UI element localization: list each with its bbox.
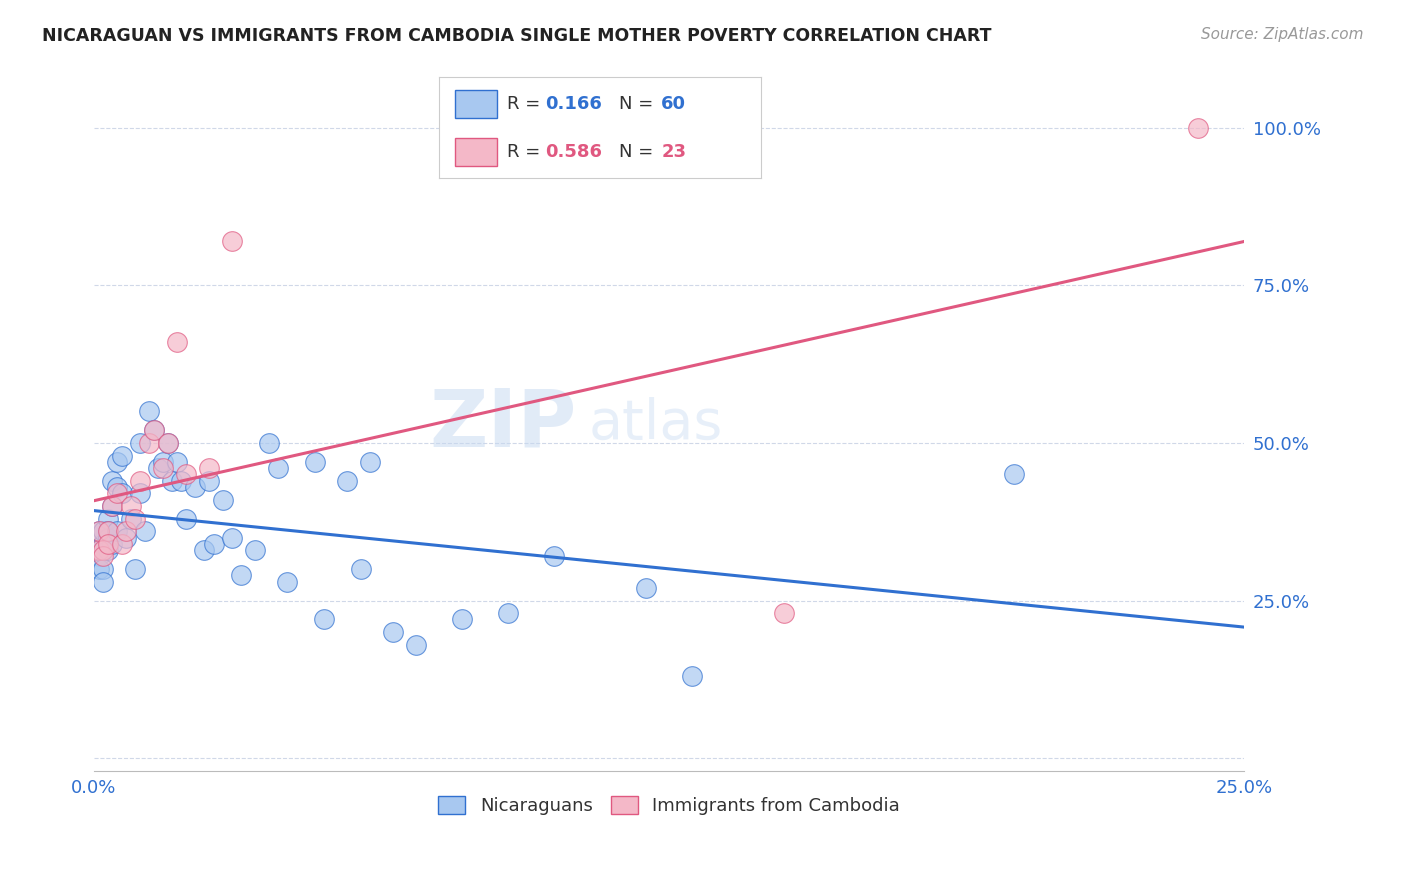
Point	[156, 436, 179, 450]
Point	[451, 612, 474, 626]
Point	[359, 455, 381, 469]
Point	[1187, 120, 1209, 135]
Point	[336, 474, 359, 488]
Point	[170, 474, 193, 488]
Point	[166, 335, 188, 350]
Point	[110, 486, 132, 500]
Point	[156, 436, 179, 450]
Point	[91, 524, 114, 539]
Point	[202, 537, 225, 551]
Point	[312, 612, 335, 626]
Text: ZIP: ZIP	[430, 385, 576, 463]
Point	[129, 474, 152, 488]
Point	[124, 511, 146, 525]
Point	[105, 486, 128, 500]
Point	[1002, 467, 1025, 482]
Point	[91, 574, 114, 589]
Point	[97, 531, 120, 545]
Point	[105, 455, 128, 469]
Point	[129, 486, 152, 500]
Point	[87, 524, 110, 539]
Point	[110, 537, 132, 551]
Point	[160, 474, 183, 488]
Point	[91, 562, 114, 576]
Point	[97, 524, 120, 539]
Text: atlas: atlas	[589, 397, 723, 451]
Point	[87, 543, 110, 558]
Point	[97, 537, 120, 551]
Text: NICARAGUAN VS IMMIGRANTS FROM CAMBODIA SINGLE MOTHER POVERTY CORRELATION CHART: NICARAGUAN VS IMMIGRANTS FROM CAMBODIA S…	[42, 27, 991, 45]
Point	[405, 638, 427, 652]
Point	[257, 436, 280, 450]
Point	[496, 606, 519, 620]
Point	[350, 562, 373, 576]
Point	[120, 511, 142, 525]
Point	[382, 625, 405, 640]
Point	[97, 524, 120, 539]
Point	[221, 531, 243, 545]
Point	[101, 499, 124, 513]
Point	[101, 474, 124, 488]
Point	[105, 524, 128, 539]
Text: Source: ZipAtlas.com: Source: ZipAtlas.com	[1201, 27, 1364, 42]
Point	[87, 524, 110, 539]
Point	[91, 549, 114, 564]
Point	[115, 531, 138, 545]
Point	[166, 455, 188, 469]
Point	[184, 480, 207, 494]
Point	[87, 562, 110, 576]
Point	[87, 543, 110, 558]
Point	[124, 562, 146, 576]
Point	[91, 543, 114, 558]
Legend: Nicaraguans, Immigrants from Cambodia: Nicaraguans, Immigrants from Cambodia	[429, 787, 910, 824]
Point	[142, 423, 165, 437]
Point	[142, 423, 165, 437]
Point	[198, 461, 221, 475]
Point	[115, 524, 138, 539]
Point	[276, 574, 298, 589]
Point	[152, 461, 174, 475]
Point	[193, 543, 215, 558]
Point	[138, 404, 160, 418]
Point	[138, 436, 160, 450]
Point	[231, 568, 253, 582]
Point	[97, 511, 120, 525]
Point	[101, 537, 124, 551]
Point	[636, 581, 658, 595]
Point	[97, 543, 120, 558]
Point	[134, 524, 156, 539]
Point	[101, 499, 124, 513]
Point	[129, 436, 152, 450]
Point	[152, 455, 174, 469]
Point	[681, 669, 703, 683]
Point	[174, 511, 197, 525]
Point	[243, 543, 266, 558]
Point	[543, 549, 565, 564]
Point	[91, 543, 114, 558]
Point	[174, 467, 197, 482]
Point	[87, 549, 110, 564]
Point	[110, 449, 132, 463]
Point	[773, 606, 796, 620]
Point	[91, 537, 114, 551]
Point	[267, 461, 290, 475]
Point	[198, 474, 221, 488]
Point	[120, 499, 142, 513]
Point	[304, 455, 326, 469]
Point	[221, 235, 243, 249]
Point	[148, 461, 170, 475]
Point	[105, 480, 128, 494]
Point	[211, 492, 233, 507]
